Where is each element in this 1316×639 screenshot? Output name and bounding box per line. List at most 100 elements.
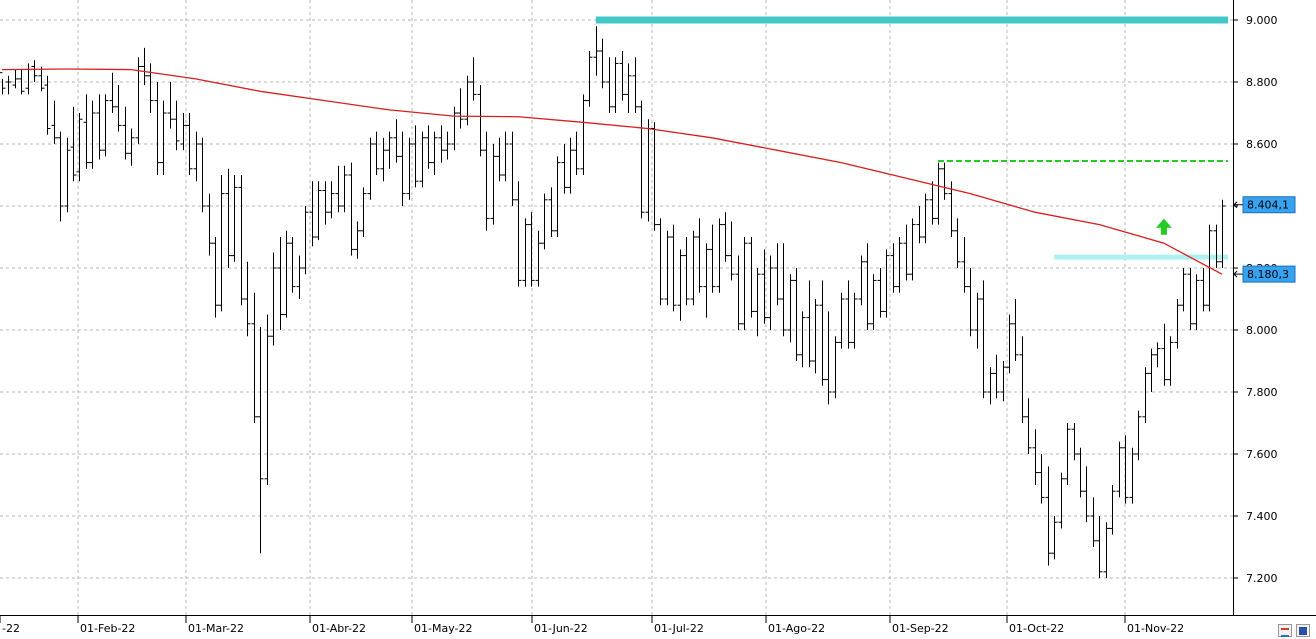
ohlc-bar	[586, 51, 593, 107]
x-tick-label: 01-Mar-22	[188, 622, 244, 635]
ohlc-bar	[225, 168, 232, 268]
ohlc-bar	[464, 75, 471, 126]
ohlc-bar	[490, 144, 497, 225]
ohlc-bar	[735, 255, 742, 330]
x-axis: -22 01-Feb-22 01-Mar-22 01-Abr-22 01-May-22 0…	[0, 615, 1184, 635]
ohlc-bar	[625, 63, 632, 113]
tag-box	[1242, 196, 1296, 214]
ohlc-bar	[5, 75, 12, 95]
y-tick-label: 8.000	[1246, 324, 1278, 337]
ohlc-bar	[573, 131, 580, 175]
ohlc-bar	[1116, 441, 1123, 498]
ohlc-bar	[451, 106, 458, 151]
ohlc-bar	[154, 82, 161, 175]
ohlc-bar	[709, 224, 716, 293]
ohlc-bar	[1083, 466, 1090, 523]
x-tick-label: 01-Abr-22	[312, 622, 366, 635]
y-tick-label: 7.600	[1246, 448, 1278, 461]
ohlc-bar	[522, 218, 529, 287]
ohlc-bar	[1180, 268, 1187, 312]
ohlc-bar	[851, 292, 858, 349]
ohlc-bar	[251, 292, 258, 423]
ohlc-bar	[18, 69, 25, 95]
ohlc-bar	[864, 243, 871, 330]
x-tick-label: 01-Feb-22	[80, 622, 135, 635]
save-icon[interactable]	[1296, 624, 1310, 637]
ohlc-bar	[173, 100, 180, 151]
ohlc-bar	[1213, 224, 1220, 268]
ohlc-bar	[386, 131, 393, 169]
ohlc-bar	[922, 193, 929, 244]
ohlc-bar	[967, 268, 974, 337]
ohlc-bar	[948, 181, 955, 237]
ohlc-bar	[722, 212, 729, 262]
ohlc-bar	[399, 131, 406, 206]
ohlc-bar	[1096, 516, 1103, 578]
ohlc-bar	[716, 218, 723, 293]
ohlc-bar	[935, 162, 942, 225]
ohlc-bar	[799, 311, 806, 368]
x-tick-label: 01-May-22	[414, 622, 472, 635]
ohlc-bar	[199, 137, 206, 213]
ohlc-bar	[483, 131, 490, 231]
ohlc-bar	[167, 82, 174, 129]
ohlc-bar	[793, 268, 800, 361]
ohlc-bar	[548, 187, 555, 237]
ohlc-bar	[406, 137, 413, 200]
ohlc-bar	[1077, 447, 1084, 498]
ohlc-bar	[1019, 336, 1026, 423]
ohlc-bar	[1200, 268, 1207, 312]
ohlc-bar	[825, 311, 832, 405]
ohlc-bar	[141, 47, 148, 86]
ohlc-bar	[845, 280, 852, 349]
ohlc-bar	[632, 57, 639, 113]
ohlc-bar	[838, 292, 845, 349]
ohlc-bar	[819, 280, 826, 386]
tag-label: 8.404,1	[1247, 199, 1289, 212]
ohlc-bar	[987, 367, 994, 405]
ohlc-bar	[393, 119, 400, 163]
ohlc-bar	[438, 125, 445, 163]
ohlc-bar	[528, 212, 535, 287]
chart-style-button[interactable]	[1278, 624, 1292, 637]
price-tags: 8.404,1 8.180,3	[1233, 196, 1296, 283]
ohlc-bar	[1129, 447, 1136, 504]
ohlc-bar	[367, 137, 374, 200]
ohlc-bar	[1025, 398, 1032, 454]
x-tick-label: 01-Nov-22	[1127, 622, 1184, 635]
ohlc-bar	[354, 221, 361, 259]
ohlc-bar	[83, 94, 90, 169]
ohlc-bar	[44, 75, 51, 135]
ohlc-bar	[31, 60, 38, 82]
ohlc-bar	[470, 57, 477, 101]
ohlc-bar	[1109, 485, 1116, 535]
ohlc-bar	[567, 137, 574, 194]
ohlc-bar	[677, 249, 684, 321]
ohlc-bar	[180, 113, 187, 151]
ohlc-bar	[780, 243, 787, 337]
ohlc-bar	[1174, 299, 1181, 349]
ohlc-bar	[535, 230, 542, 287]
x-tick-label: 01-Oct-22	[1009, 622, 1064, 635]
ohlc-bar	[580, 94, 587, 175]
x-tick-label: 01-Sep-22	[892, 622, 949, 635]
ohlc-bar	[1000, 361, 1007, 402]
ohlc-bar	[980, 280, 987, 399]
ohlc-bar	[89, 100, 96, 169]
ohlc-bar	[509, 131, 516, 206]
ohlc-bar	[212, 237, 219, 318]
ohlc-bar	[186, 113, 193, 175]
ohlc-bar	[1219, 199, 1226, 268]
ohlc-bar	[360, 187, 367, 237]
ohlc-bar	[244, 261, 251, 337]
ohlc-bar	[296, 255, 303, 299]
ohlc-bar	[664, 230, 671, 306]
ohlc-bar	[515, 181, 522, 287]
y-tick-label: 9.000	[1246, 14, 1278, 27]
ohlc-bar	[231, 175, 238, 262]
x-tick-label: 01-Jun-22	[534, 622, 588, 635]
ohlc-bar	[322, 181, 329, 225]
up-arrow-icon	[1155, 218, 1172, 235]
ohlc-bar	[477, 85, 484, 157]
